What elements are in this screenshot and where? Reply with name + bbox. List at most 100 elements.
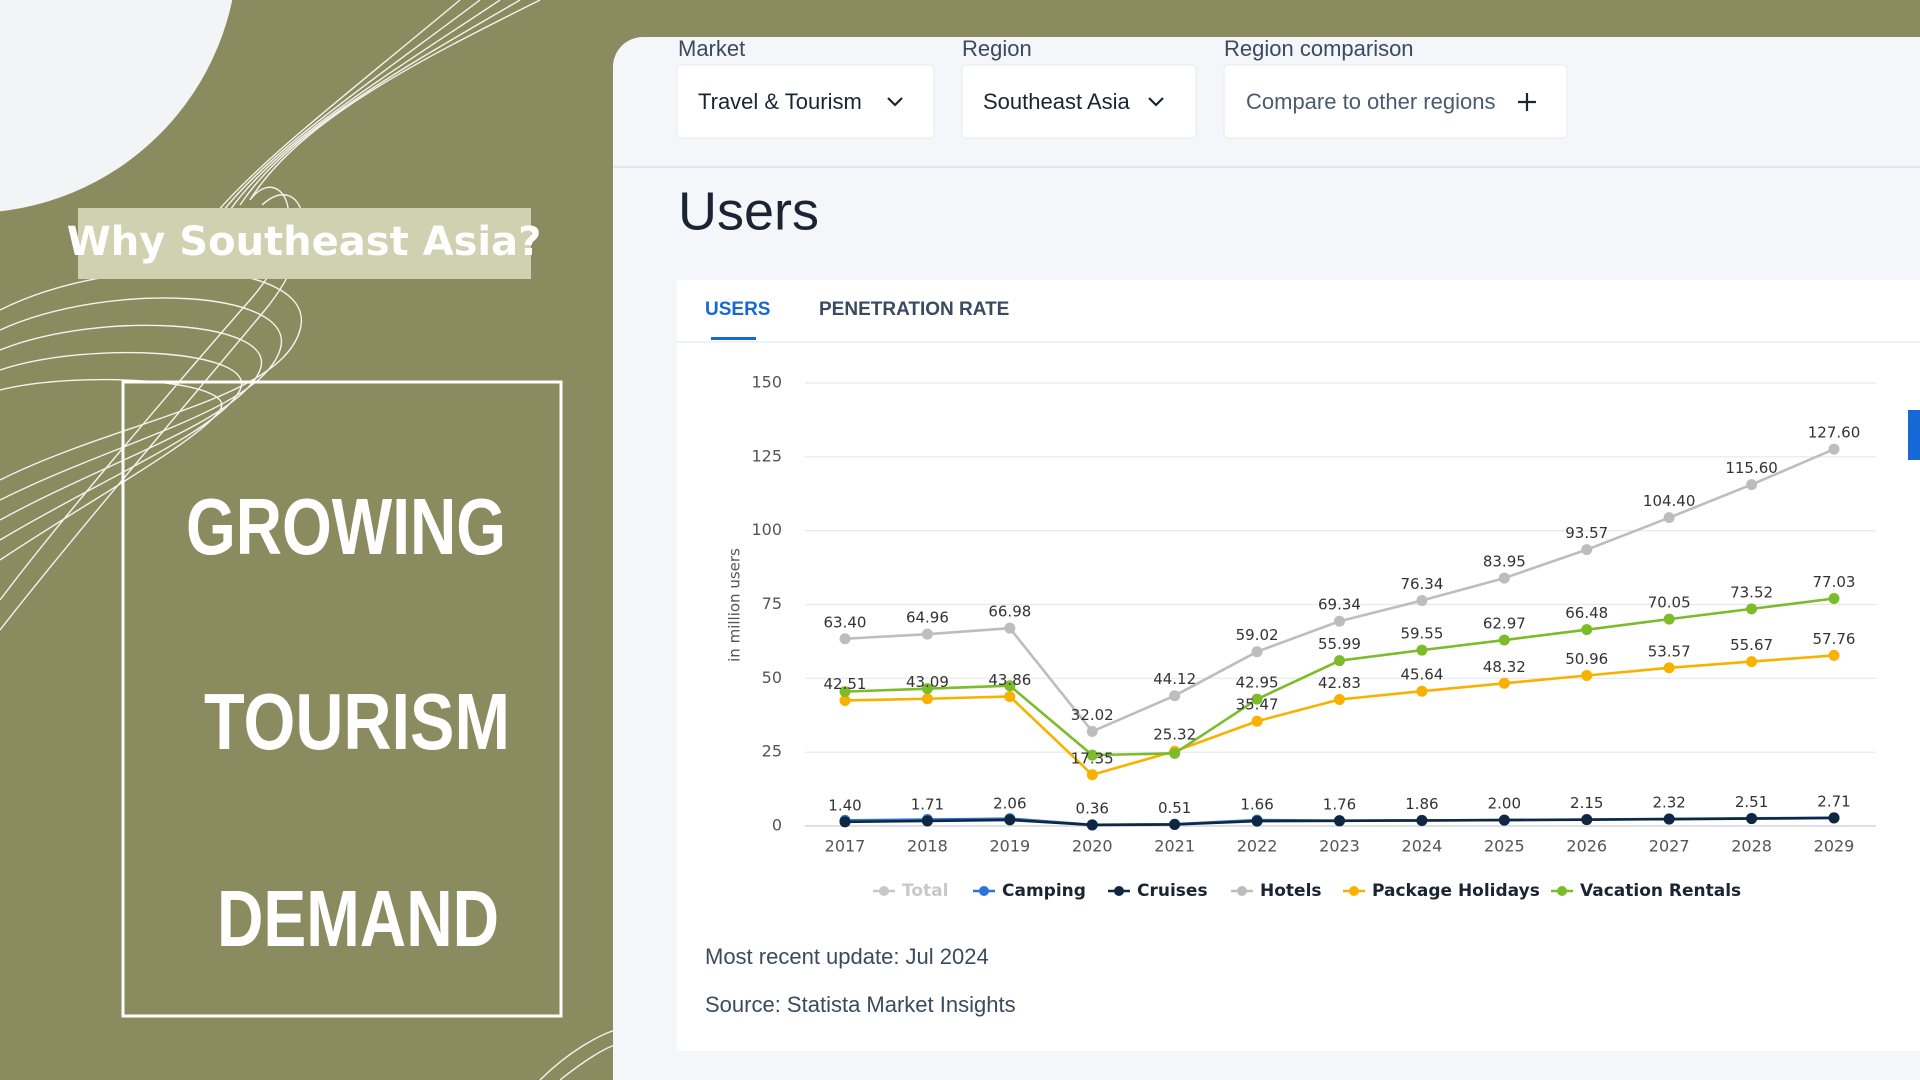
point — [1416, 815, 1428, 827]
data-label: 57.76 — [1813, 630, 1856, 648]
tab[interactable]: USERS — [705, 299, 770, 320]
x-tick-label: 2019 — [989, 837, 1030, 856]
data-label: 1.40 — [828, 796, 861, 814]
point — [1498, 634, 1510, 646]
x-tick-label: 2020 — [1072, 837, 1113, 856]
point — [1498, 572, 1510, 584]
point — [1746, 603, 1758, 615]
legend-item[interactable]: Vacation Rentals — [1551, 881, 1741, 901]
data-label: 42.95 — [1236, 674, 1279, 692]
point — [1169, 818, 1181, 830]
footer: Most recent update: Jul 2024 — [705, 944, 989, 969]
footer: Source: Statista Market Insights — [705, 992, 1016, 1017]
tab-underline — [711, 337, 756, 340]
data-label: 59.02 — [1236, 626, 1279, 644]
plus-icon — [1518, 93, 1536, 111]
data-label: 115.60 — [1725, 459, 1778, 477]
legend-label: Total — [902, 881, 948, 901]
data-label: 44.12 — [1153, 670, 1196, 688]
y-tick-label: 100 — [751, 520, 782, 539]
compare-button[interactable] — [1223, 64, 1568, 139]
point — [1086, 749, 1098, 761]
data-label: 50.96 — [1565, 650, 1608, 668]
legend-label: Hotels — [1260, 881, 1322, 901]
legend-item[interactable]: Cruises — [1108, 881, 1208, 901]
chart-card — [677, 280, 1920, 1051]
data-label: 2.06 — [993, 794, 1026, 812]
point — [1416, 685, 1428, 697]
point — [1251, 715, 1263, 727]
legend-dot — [1237, 886, 1247, 896]
y-tick-label: 125 — [751, 446, 782, 465]
chevron — [1148, 97, 1164, 107]
data-label: 1.66 — [1240, 796, 1273, 814]
data-label: 63.40 — [824, 613, 867, 631]
headline: DEMAND — [217, 874, 499, 963]
x-tick-label: 2021 — [1154, 837, 1195, 856]
point — [1086, 725, 1098, 737]
dropdown[interactable] — [961, 64, 1197, 139]
data-label: 55.67 — [1730, 636, 1773, 654]
legend-item[interactable]: Camping — [973, 881, 1086, 901]
dropdown[interactable] — [676, 64, 935, 139]
y-tick-label: 75 — [762, 594, 782, 613]
data-label: 45.64 — [1400, 666, 1443, 684]
point — [1746, 656, 1758, 668]
data-label: 53.57 — [1648, 642, 1691, 660]
filter-label: Region comparison — [1224, 36, 1414, 61]
data-label: 2.32 — [1652, 794, 1685, 812]
point — [1334, 615, 1345, 627]
data-label: 76.34 — [1400, 575, 1443, 593]
x-tick-label: 2029 — [1814, 837, 1855, 856]
point — [1169, 690, 1181, 702]
point — [1334, 694, 1345, 706]
x-tick-label: 2017 — [825, 837, 866, 856]
data-label: 0.51 — [1158, 799, 1191, 817]
data-label: 42.83 — [1318, 674, 1361, 692]
point — [839, 633, 851, 645]
point — [1086, 769, 1098, 781]
point — [1663, 813, 1675, 825]
point — [1004, 690, 1016, 702]
data-label: 42.51 — [824, 675, 867, 693]
point — [1581, 814, 1593, 826]
filter-label: Market — [678, 36, 745, 61]
tab[interactable]: PENETRATION RATE — [819, 299, 1009, 320]
legend-dot — [1349, 886, 1359, 896]
legend-item[interactable]: Hotels — [1231, 881, 1322, 901]
x-tick-label: 2023 — [1319, 837, 1360, 856]
legend-label: Package Holidays — [1372, 881, 1540, 901]
point — [1828, 443, 1840, 455]
y-tick-label: 25 — [762, 742, 782, 761]
data-label: 66.98 — [988, 603, 1031, 621]
data-label: 104.40 — [1643, 492, 1696, 510]
point — [1581, 624, 1593, 636]
data-label: 2.15 — [1570, 794, 1603, 812]
dropdown-value: Southeast Asia — [983, 89, 1131, 114]
decor-circle — [0, 0, 233, 212]
data-label: 70.05 — [1648, 594, 1691, 612]
section-title: Users — [678, 181, 819, 241]
point — [1416, 644, 1428, 656]
data-label: 66.48 — [1565, 604, 1608, 622]
point — [921, 815, 933, 827]
legend-label: Cruises — [1137, 881, 1208, 901]
y-tick-label: 150 — [751, 373, 782, 392]
legend-item[interactable]: Total — [873, 881, 948, 901]
point — [839, 686, 851, 698]
compare-text: Compare to other regions — [1246, 89, 1495, 114]
x-tick-label: 2026 — [1566, 837, 1607, 856]
point — [1746, 479, 1758, 491]
data-label: 62.97 — [1483, 615, 1526, 633]
data-label: 55.99 — [1318, 635, 1361, 653]
point — [1828, 649, 1840, 661]
data-label: 2.51 — [1735, 793, 1768, 811]
legend-item[interactable]: Package Holidays — [1343, 881, 1540, 901]
point — [1251, 815, 1263, 827]
data-label: 1.71 — [911, 795, 944, 813]
series — [839, 443, 1840, 737]
data-label: 83.95 — [1483, 553, 1526, 571]
data-label: 1.76 — [1323, 795, 1356, 813]
y-tick-label: 50 — [762, 668, 782, 687]
